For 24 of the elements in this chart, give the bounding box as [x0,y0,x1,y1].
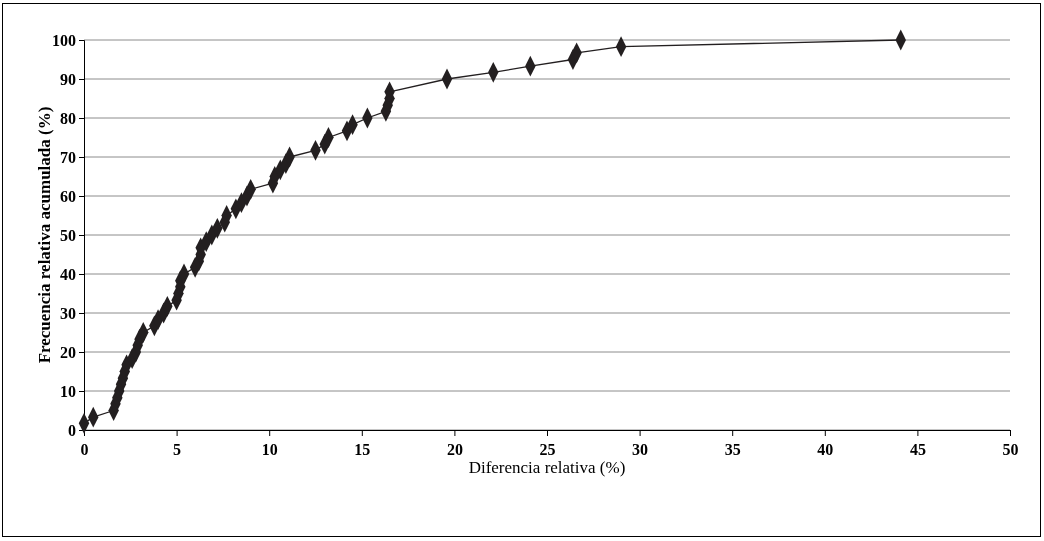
x-tick-label: 20 [446,441,463,458]
x-tick-label: 25 [539,441,556,458]
x-tick-label: 0 [80,441,89,458]
y-tick-label: 70 [60,148,76,166]
y-tick-label: 60 [60,187,76,205]
x-tick-label: 10 [261,441,278,458]
y-tick-label: 20 [60,343,76,361]
y-axis-title: Frecuencia relativa acumulada (%) [35,106,54,364]
x-axis-title: Diferencia relativa (%) [468,458,626,477]
x-tick-label: 40 [817,441,834,458]
y-tick-label: 100 [52,31,76,49]
y-tick-label: 10 [60,382,76,400]
y-tick-label: 90 [60,70,76,88]
x-tick-label: 35 [724,441,741,458]
y-tick-label: 0 [68,421,76,439]
x-tick-label: 30 [632,441,649,458]
x-tick-label: 5 [173,441,182,458]
x-tick-label: 50 [1002,441,1019,458]
y-tick-label: 50 [60,226,76,244]
y-tick-label: 80 [60,109,76,127]
x-tick-label: 15 [354,441,371,458]
y-tick-label: 40 [60,265,76,283]
y-tick-label: 30 [60,304,76,322]
x-tick-label: 45 [909,441,926,458]
